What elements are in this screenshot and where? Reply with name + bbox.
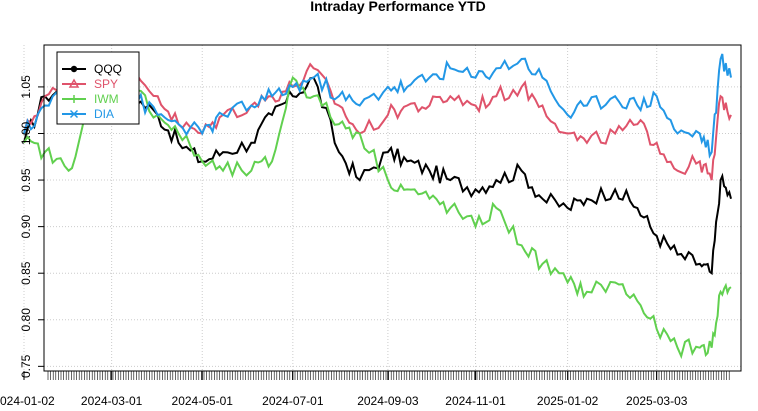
y-tick-label: 0.85 bbox=[19, 261, 33, 285]
legend-label-dia: DIA bbox=[94, 107, 114, 121]
y-axis: 0.75 0.80 0.85 0.90 0.95 1.00 1.05 bbox=[19, 75, 44, 378]
x-tick-label: 2024-03-01 bbox=[81, 394, 143, 408]
series-line-dia bbox=[23, 53, 732, 159]
x-tick-label: 2024-07-01 bbox=[262, 394, 324, 408]
series-layer bbox=[23, 53, 732, 360]
legend-label-qqq: QQQ bbox=[94, 62, 122, 76]
legend-label-iwm: IWM bbox=[94, 92, 119, 106]
plot-frame bbox=[43, 44, 742, 372]
y-tick-label: 1.00 bbox=[19, 121, 33, 145]
y-tick-label: 0.75 bbox=[19, 354, 33, 378]
y-tick-label: 0.80 bbox=[19, 308, 33, 332]
x-minor-ticks bbox=[47, 371, 730, 380]
y-tick-label: 0.95 bbox=[19, 168, 33, 192]
x-tick-label: 2024-01-02 bbox=[0, 394, 55, 408]
y-tick-label: 1.05 bbox=[19, 75, 33, 99]
legend-box bbox=[56, 51, 140, 125]
series-line-iwm bbox=[23, 75, 732, 360]
grid-lines bbox=[23, 45, 741, 371]
legend-marker-cross bbox=[69, 109, 79, 119]
x-tick-label: 2024-11-01 bbox=[445, 394, 506, 408]
legend-marker-triangle bbox=[68, 78, 80, 88]
x-axis: 2024-01-02 2024-03-01 2024-05-01 2024-07-01… bbox=[0, 371, 730, 408]
y-tick-label: 0.90 bbox=[19, 215, 33, 239]
legend-marker-circle bbox=[70, 65, 78, 73]
chart-title: Intraday Performance YTD bbox=[310, 0, 486, 14]
legend-label-spy: SPY bbox=[94, 77, 118, 91]
series-line-qqq bbox=[23, 73, 732, 276]
legend-marker-plus bbox=[70, 95, 78, 103]
x-tick-label: 2025-01-02 bbox=[537, 394, 599, 408]
x-tick-label: 2024-05-01 bbox=[172, 394, 234, 408]
x-tick-label: 2025-03-03 bbox=[626, 394, 688, 408]
series-line-spy bbox=[23, 62, 732, 181]
x-tick-label: 2024-09-03 bbox=[357, 394, 419, 408]
